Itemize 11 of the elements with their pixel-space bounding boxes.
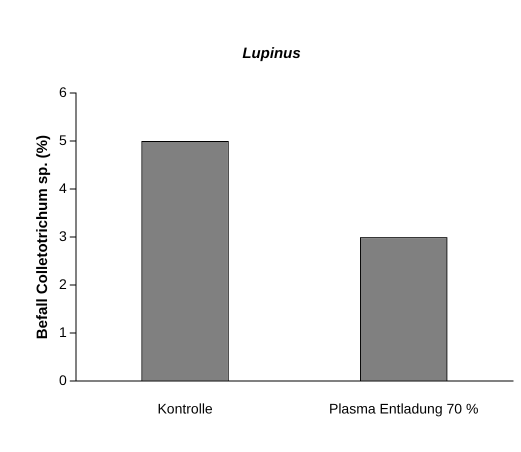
x-tick-label: Kontrolle <box>157 400 213 416</box>
y-tick-label: 5 <box>58 132 67 148</box>
y-tick-label: 1 <box>58 324 67 340</box>
y-tick-label: 4 <box>58 180 67 196</box>
y-tick-label: 0 <box>58 372 67 388</box>
y-axis-title: Befall Colletotrichum sp. (%) <box>34 135 52 340</box>
chart-title: Lupinus <box>242 45 301 62</box>
y-tick-label: 6 <box>58 84 67 100</box>
y-tick-label: 3 <box>58 228 67 244</box>
y-tick-label: 2 <box>58 276 67 292</box>
x-tick-label: Plasma Entladung 70 % <box>328 400 478 416</box>
